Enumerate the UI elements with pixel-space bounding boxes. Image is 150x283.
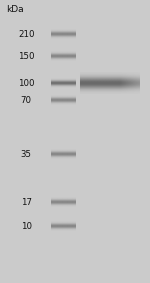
- Text: 17: 17: [21, 198, 32, 207]
- Text: 10: 10: [21, 222, 32, 231]
- Text: 35: 35: [21, 150, 32, 159]
- Text: 210: 210: [18, 30, 34, 39]
- Text: 100: 100: [18, 79, 34, 88]
- Text: 70: 70: [21, 96, 32, 105]
- Text: 150: 150: [18, 52, 34, 61]
- Text: kDa: kDa: [6, 5, 24, 14]
